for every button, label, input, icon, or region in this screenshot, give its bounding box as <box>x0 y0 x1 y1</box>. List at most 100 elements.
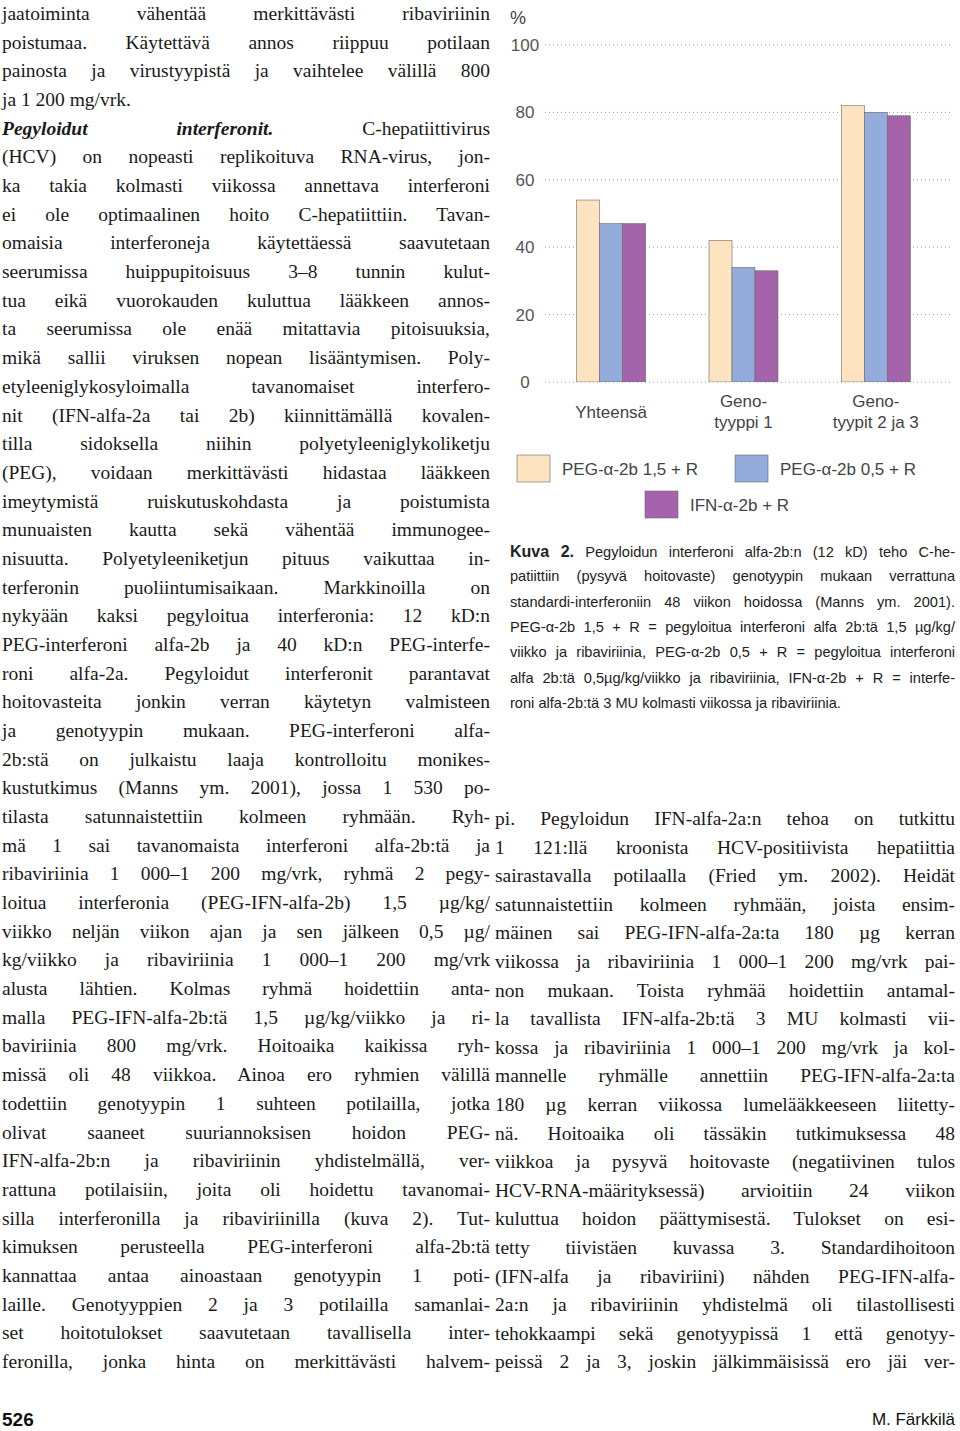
text-line: kg/viikko ja ribaviriinia 1 000–1 200 mg… <box>2 946 490 975</box>
text-line: kuluttua hoidon päättymisestä. Tulokset … <box>495 1205 955 1234</box>
text-line: seerumissa huippupitoisuus 3–8 tunnin ku… <box>2 258 490 287</box>
y-axis-label: % <box>510 8 526 28</box>
text-line: IFN-alfa-2b:n ja ribaviriinin yhdistelmä… <box>2 1147 490 1176</box>
text-span: C-hepatiittivirus <box>362 118 490 139</box>
text-line: ei ole optimaalinen hoito C-hepatiittiin… <box>2 201 490 230</box>
bar <box>755 271 778 382</box>
text-line: non mukaan. Toista ryhmää hoidettiin ant… <box>495 977 955 1006</box>
text-line: Pegyloidut interferonit. C-hepatiittivir… <box>2 115 490 144</box>
legend-swatch <box>517 455 550 482</box>
category-label-line: Yhteensä <box>575 403 647 422</box>
text-line: ribaviriinia 1 000–1 200 mg/vrk, ryhmä 2… <box>2 860 490 889</box>
text-line: laille. Genotyyppien 2 ja 3 potilailla s… <box>2 1291 490 1320</box>
text-line: munuaisten kautta sekä vähentää immunoge… <box>2 516 490 545</box>
bar <box>623 224 646 382</box>
text-line: satunnaistettiin kolmeen ryhmään, joista… <box>495 891 955 920</box>
text-line: pi. Pegyloidun IFN-alfa-2a:n tehoa on tu… <box>495 805 955 834</box>
text-line: sairastavalla potilaalla (Fried ym. 2002… <box>495 862 955 891</box>
text-line: silla interferonilla ja ribaviriinilla (… <box>2 1205 490 1234</box>
tick-label: 100 <box>511 36 539 55</box>
text-line: (HCV) on nopeasti replikoituva RNA-virus… <box>2 143 490 172</box>
category-label-line: tyyppi 1 <box>714 413 773 432</box>
text-line: jaatoiminta vähentää merkittävästi ribav… <box>2 0 490 29</box>
text-line: mannelle ryhmälle annettiin PEG-IFN-alfa… <box>495 1062 955 1091</box>
section-heading: Pegyloidut interferonit. <box>2 118 273 139</box>
text-line: 1 121:llä kroonista HCV-positiivista hep… <box>495 834 955 863</box>
text-line: nykyään kaksi pegyloitua interferonia: 1… <box>2 602 490 631</box>
category-label: Geno-tyyppi 1 <box>714 392 773 432</box>
bar <box>864 112 887 382</box>
caption-text: Pegyloidun interferoni alfa-2b:n (12 kD)… <box>585 544 955 560</box>
grid-line <box>545 112 952 113</box>
bar <box>709 240 732 382</box>
text-line: 180 µg kerran viikossa lumelääkkeeseen l… <box>495 1091 955 1120</box>
tick-label: 0 <box>520 373 529 392</box>
text-line: etyleeniglykosyloimalla tavanomaiset int… <box>2 373 490 402</box>
bar <box>600 224 623 382</box>
text-line: imeytymistä ruiskutuskohdasta ja poistum… <box>2 488 490 517</box>
bar <box>887 116 910 382</box>
text-line: (IFN-alfa ja ribaviriini) nähden PEG-IFN… <box>495 1263 955 1292</box>
category-label-line: Geno- <box>852 392 899 411</box>
bar <box>577 200 600 382</box>
text-line: viikkoa ja pysyvä hoitovaste (negatiivin… <box>495 1148 955 1177</box>
text-line: HCV-RNA-määrityksessä) arvioitiin 24 vii… <box>495 1177 955 1206</box>
caption-line: roni alfa-2b:tä 3 MU kolmasti viikossa j… <box>510 691 955 716</box>
grid-line <box>545 45 952 46</box>
tick-label: 40 <box>516 238 535 257</box>
text-line: mäinen sai PEG-IFN-alfa-2a:ta 180 µg ker… <box>495 919 955 948</box>
legend-label: PEG-α-2b 0,5 + R <box>780 460 916 479</box>
bar <box>732 267 755 382</box>
tick-label: 20 <box>516 306 535 325</box>
caption-line: viikko ja ribaviriinia, PEG-α-2b 0,5 + R… <box>510 640 955 665</box>
text-line: ka takia kolmasti viikossa annettava int… <box>2 172 490 201</box>
text-line: kannattaa antaa ainoastaan genotyypin 1 … <box>2 1262 490 1291</box>
text-line: peissä 2 ja 3, joskin jälkimmäisissä ero… <box>495 1348 955 1377</box>
caption-line: Kuva 2. Pegyloidun interferoni alfa-2b:n… <box>510 539 955 564</box>
text-line: ta seerumissa ole enää mitattavia pitois… <box>2 315 490 344</box>
author: M. Färkkilä <box>755 1408 955 1431</box>
text-line: kossa ja ribaviriinia 1 000–1 200 mg/vrk… <box>495 1034 955 1063</box>
text-line: mä 1 sai tavanomaista interferoni alfa-2… <box>2 832 490 861</box>
category-label: Geno-tyypit 2 ja 3 <box>833 392 919 432</box>
text-line: mikä sallii viruksen nopean lisääntymise… <box>2 344 490 373</box>
text-line: (PEG), voidaan merkittävästi hidastaa lä… <box>2 459 490 488</box>
text-line: la tavallista IFN-alfa-2b:tä 3 MU kolmas… <box>495 1005 955 1034</box>
text-line: baviriinia 800 mg/vrk. Hoitoaika kaikiss… <box>2 1032 490 1061</box>
text-line: terferonin puoliintumisaikaan. Markkinoi… <box>2 574 490 603</box>
legend-swatch <box>645 491 678 518</box>
caption-line: alfa 2b:tä 0,5µg/kg/viikko ja ribaviriin… <box>510 666 955 691</box>
text-line: viikossa ja ribaviriinia 1 000–1 200 mg/… <box>495 948 955 977</box>
caption-label: Kuva 2. <box>510 543 574 560</box>
chart: %020406080100YhteensäGeno-tyyppi 1Geno-t… <box>0 0 960 540</box>
page-number: 526 <box>2 1408 82 1431</box>
category-label: Yhteensä <box>575 403 647 422</box>
text-line: loitua interferonia (PEG-IFN-alfa-2b) 1,… <box>2 889 490 918</box>
page: jaatoiminta vähentää merkittävästi ribav… <box>0 0 960 1431</box>
text-line: poistumaa. Käytettävä annos riippuu poti… <box>2 29 490 58</box>
legend-label: IFN-α-2b + R <box>690 496 789 515</box>
text-line: hoitovasteita jonkin verran käytetyn val… <box>2 688 490 717</box>
text-line: tilasta satunnaistettiin kolmeen ryhmään… <box>2 803 490 832</box>
text-line: ja 1 200 mg/vrk. <box>2 86 490 115</box>
text-line: kimuksen perusteella PEG-interferoni alf… <box>2 1233 490 1262</box>
text-line: feronilla, jonka hinta on merkittävästi … <box>2 1348 490 1377</box>
caption-line: standardi-interferoniin 48 viikon hoidos… <box>510 590 955 615</box>
text-line: omaisia interferoneja käytettäessä saavu… <box>2 229 490 258</box>
legend-label: PEG-α-2b 1,5 + R <box>562 460 698 479</box>
text-line: set hoitotulokset saavutetaan tavallisel… <box>2 1319 490 1348</box>
text-line: tilla sidoksella niihin polyetyleeniglyk… <box>2 430 490 459</box>
text-line: tetty tiivistäen kuvassa 3. Standardihoi… <box>495 1234 955 1263</box>
text-line: viikko neljän viikon ajan ja sen jälkeen… <box>2 918 490 947</box>
tick-label: 60 <box>516 171 535 190</box>
text-line: todettiin genotyypin 1 suhteen potilaill… <box>2 1090 490 1119</box>
category-label-line: tyypit 2 ja 3 <box>833 413 919 432</box>
tick-label: 80 <box>516 103 535 122</box>
bars <box>577 106 911 382</box>
text-line: malla PEG-IFN-alfa-2b:tä 1,5 µg/kg/viikk… <box>2 1004 490 1033</box>
text-line: ja genotyypin mukaan. PEG-interferoni al… <box>2 717 490 746</box>
caption-line: PEG-α-2b 1,5 + R = pegyloitua interferon… <box>510 615 955 640</box>
text-line: kustutkimus (Manns ym. 2001), jossa 1 53… <box>2 774 490 803</box>
text-line: rattuna potilaisiin, joita oli hoidettu … <box>2 1176 490 1205</box>
text-line: nä. Hoitoaika oli tässäkin tutkimuksessa… <box>495 1120 955 1149</box>
